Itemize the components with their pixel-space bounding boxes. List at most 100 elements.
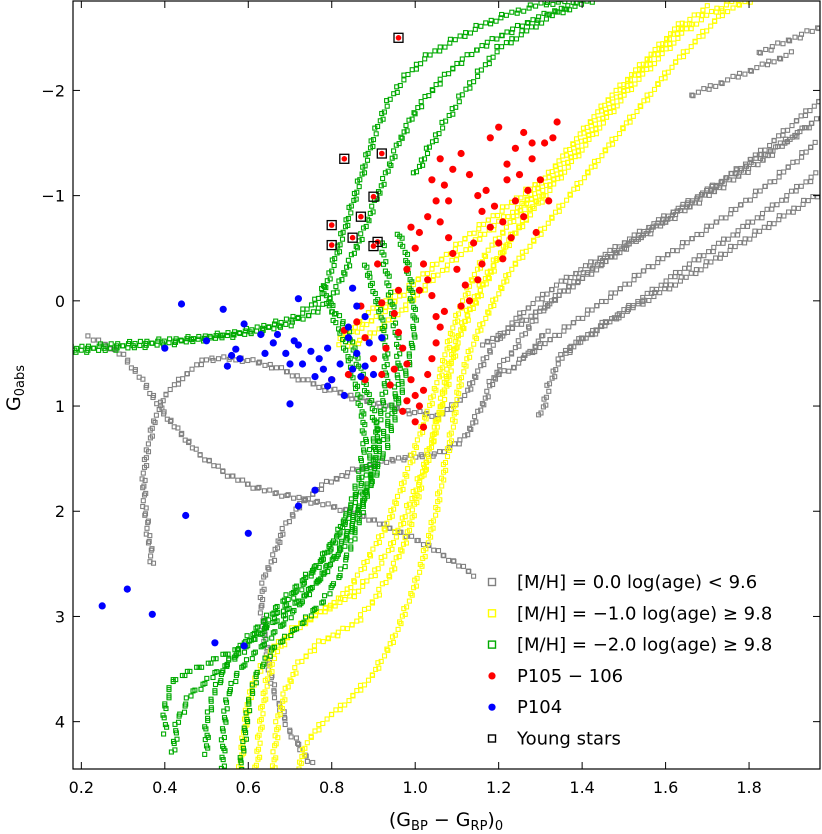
isochrone-point: [689, 200, 695, 206]
isochrone-point: [747, 236, 753, 242]
star-point: [328, 376, 336, 384]
series-4: [98, 284, 386, 650]
isochrone-point: [511, 218, 517, 225]
isochrone-point: [239, 664, 245, 670]
isochrone-point: [90, 337, 96, 343]
isochrone-point: [357, 394, 363, 400]
isochrone-point: [432, 48, 438, 54]
isochrone-point: [386, 283, 392, 289]
young-star-point: [341, 156, 348, 162]
isochrone-point: [493, 296, 499, 302]
isochrone-point: [766, 220, 772, 227]
isochrone-point: [350, 340, 356, 346]
isochrone-point: [667, 41, 673, 47]
isochrone-point: [356, 588, 362, 594]
isochrone-point: [444, 446, 450, 452]
isochrone-point: [678, 274, 684, 280]
isochrone-point: [785, 127, 791, 133]
isochrone-point: [431, 451, 437, 457]
young-star-marker: [376, 148, 387, 159]
isochrone-point: [574, 185, 581, 191]
isochrone-point: [448, 430, 454, 436]
isochrone-point: [299, 658, 305, 664]
isochrone-point: [780, 41, 786, 47]
young-star-marker: [368, 240, 379, 252]
isochrone-point: [389, 567, 395, 573]
isochrone-point: [617, 286, 623, 292]
isochrone-point: [215, 463, 221, 469]
isochrone-point: [361, 449, 367, 455]
isochrone-point: [534, 20, 540, 26]
isochrone-point: [419, 104, 425, 110]
isochrone-point: [284, 369, 290, 375]
isochrone-point: [490, 381, 496, 388]
isochrone-point: [222, 651, 229, 657]
y-tick-label: 1: [55, 397, 65, 416]
isochrone-point: [437, 489, 443, 495]
legend-label: P105 − 106: [517, 666, 623, 687]
isochrone-point: [409, 507, 415, 513]
isochrone-point: [462, 318, 468, 324]
isochrone-point: [336, 313, 343, 319]
isochrone-point: [324, 716, 330, 722]
star-point: [365, 339, 373, 347]
isochrone-point: [650, 224, 656, 230]
isochrone-point: [684, 240, 690, 246]
isochrone-point: [325, 636, 332, 642]
star-point: [482, 186, 490, 194]
isochrone-point: [382, 527, 388, 533]
isochrone-point: [370, 143, 376, 150]
isochrone-point: [412, 334, 418, 340]
isochrone-point: [188, 693, 194, 699]
isochrone-point: [711, 244, 717, 250]
isochrone-point: [340, 519, 346, 525]
isochrone-point: [546, 381, 553, 387]
young-star-marker: [355, 211, 367, 222]
isochrone-point: [323, 564, 329, 570]
isochrone-point: [386, 573, 392, 579]
isochrone-point: [439, 483, 445, 489]
isochrone-point: [90, 345, 96, 351]
isochrone-point: [533, 318, 539, 324]
isochrone-point: [612, 244, 618, 250]
isochrone-point: [392, 391, 398, 397]
isochrone-point: [547, 337, 553, 343]
star-point: [440, 307, 448, 315]
isochrone-point: [306, 592, 313, 598]
isochrone-point: [326, 303, 332, 309]
isochrone-point: [273, 755, 279, 761]
isochrone-point: [433, 430, 439, 436]
star-point: [357, 373, 365, 381]
isochrone-point: [403, 122, 409, 129]
isochrone-point: [352, 324, 358, 330]
isochrone-point: [373, 131, 379, 137]
isochrone-point: [228, 680, 234, 687]
isochrone-point: [350, 375, 356, 381]
isochrone-point: [679, 204, 685, 210]
isochrone-point: [501, 279, 507, 285]
isochrone-point: [287, 727, 293, 733]
isochrone-point: [456, 563, 462, 569]
isochrone-point: [417, 479, 423, 485]
isochrone-point: [590, 327, 596, 334]
isochrone-point: [630, 113, 636, 119]
isochrone-point: [426, 532, 432, 539]
isochrone-point: [776, 213, 782, 219]
isochrone-point: [503, 40, 509, 46]
star-point: [353, 302, 361, 310]
isochrone-point: [740, 223, 746, 229]
isochrone-point: [231, 332, 237, 338]
isochrone-point: [385, 168, 391, 174]
star-point: [495, 239, 503, 247]
isochrone-point: [424, 271, 431, 277]
isochrone-point: [723, 175, 729, 181]
isochrone-point: [731, 177, 737, 183]
isochrone-point: [402, 534, 408, 541]
star-point: [528, 155, 536, 163]
isochrone-point: [246, 638, 253, 644]
isochrone-point: [243, 657, 250, 663]
isochrone-point: [756, 49, 762, 55]
star-point: [465, 171, 474, 179]
isochrone-point: [769, 202, 775, 208]
isochrone-point: [353, 243, 359, 249]
